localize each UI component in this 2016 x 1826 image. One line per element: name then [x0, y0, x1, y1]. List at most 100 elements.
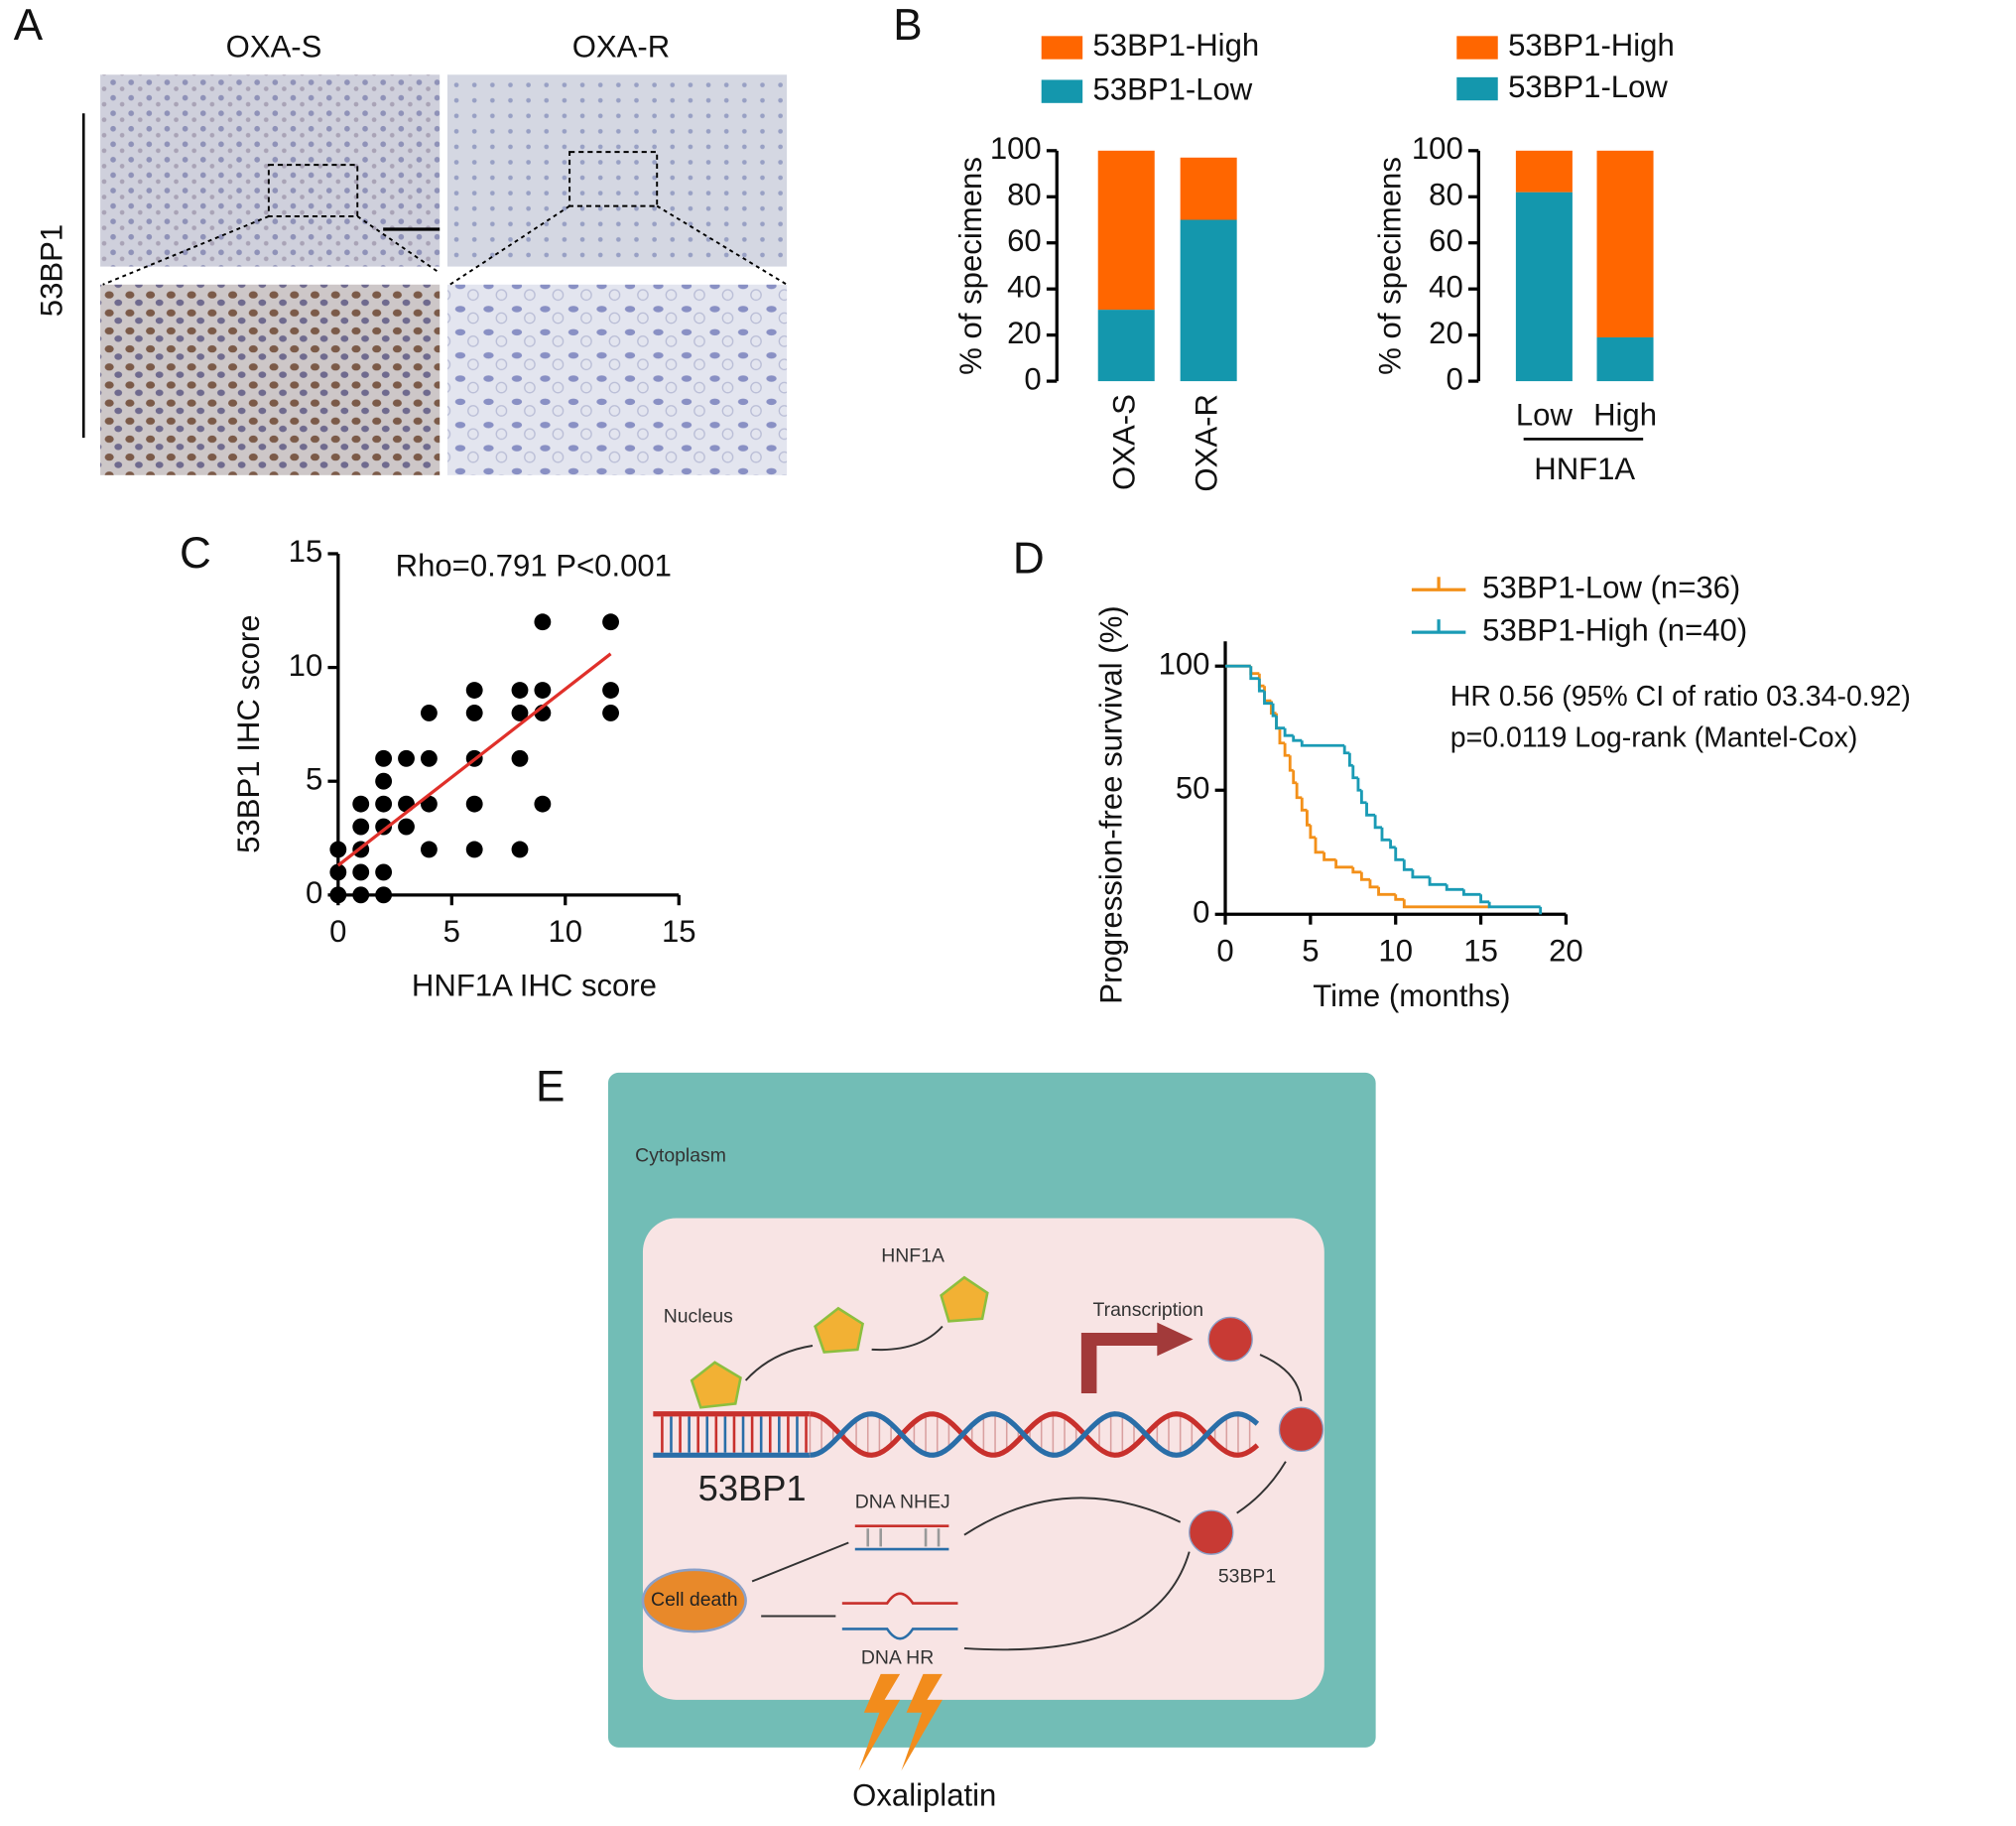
- y-tick-label: 40: [1429, 269, 1463, 304]
- point: [534, 613, 552, 631]
- point: [329, 841, 347, 858]
- point: [420, 841, 438, 858]
- survival-step: [1359, 871, 1370, 881]
- annotation: p=0.0119 Log-rank (Mantel-Cox): [1450, 721, 1858, 753]
- zoom-box: [267, 164, 359, 217]
- dna: [653, 1411, 1260, 1458]
- x-tick-label: OXA-S: [1106, 394, 1141, 490]
- y-tick-label: 0: [306, 875, 322, 910]
- point: [511, 682, 529, 699]
- y-tick-label: 10: [289, 648, 323, 683]
- x-tick-label: 0: [329, 914, 346, 949]
- 53bp1-protein: [1207, 1316, 1253, 1363]
- diagram-label: 53BP1: [1218, 1566, 1276, 1588]
- bar-segment: [1180, 219, 1237, 382]
- survival-step: [1394, 894, 1405, 901]
- survival-step: [1479, 894, 1490, 904]
- y-tick-label: 60: [1429, 223, 1463, 258]
- point: [352, 886, 370, 904]
- hnf1a-protein: [690, 1361, 742, 1409]
- dna-strand: [810, 1411, 1260, 1458]
- survival-step: [1278, 727, 1286, 745]
- y-tick-label: 15: [289, 534, 323, 569]
- drug-label: Oxaliplatin: [852, 1778, 996, 1813]
- point: [420, 705, 438, 721]
- y-tick-label: 0: [1446, 361, 1462, 396]
- survival-step: [1300, 740, 1345, 747]
- bar-segment: [1515, 150, 1573, 193]
- survival-step: [1365, 802, 1376, 817]
- y-tick-label: 20: [1007, 316, 1042, 350]
- x-axis-label: Time (months): [1313, 978, 1510, 1013]
- point: [465, 841, 483, 858]
- bar-segment: [1596, 150, 1654, 337]
- zoom-line: [656, 204, 788, 286]
- diagram-label: Cell death: [651, 1589, 737, 1611]
- zoom-box: [568, 151, 659, 207]
- survival-step: [1257, 678, 1265, 693]
- survival-step: [1263, 691, 1274, 706]
- point: [398, 749, 415, 767]
- survival-step: [1445, 884, 1464, 891]
- bar-segment: [1097, 310, 1155, 382]
- dna-nhej: [854, 1524, 949, 1551]
- survival-step: [1394, 847, 1405, 861]
- y-axis-label: 53BP1 IHC score: [231, 614, 266, 852]
- survival-step: [1334, 859, 1353, 869]
- survival-step: [1288, 755, 1294, 772]
- y-tick-label: 100: [990, 131, 1042, 166]
- point: [352, 863, 370, 881]
- dna-hr: [841, 1592, 958, 1640]
- bar-segment: [1097, 150, 1155, 311]
- x-axis-label: HNF1A IHC score: [412, 968, 657, 1002]
- transcription-arrow: [1080, 1322, 1194, 1394]
- legend-swatch: [1041, 79, 1083, 103]
- x-tick-label: 5: [443, 914, 460, 949]
- diagram-label: DNA NHEJ: [855, 1491, 950, 1512]
- legend-swatch: [1041, 36, 1083, 60]
- row-label: 53BP1: [35, 224, 69, 317]
- survival-step: [1342, 745, 1350, 755]
- legend-label: 53BP1-High (n=40): [1482, 612, 1747, 647]
- legend-label: 53BP1-Low: [1508, 69, 1668, 104]
- panel-label: E: [536, 1062, 565, 1110]
- x-tick-label: 0: [1216, 933, 1233, 968]
- survival-step: [1269, 701, 1277, 716]
- x-tick-label: 10: [1378, 933, 1413, 968]
- x-axis-label: HNF1A: [1534, 452, 1635, 486]
- survival-step: [1368, 879, 1379, 889]
- survival-step: [1428, 876, 1448, 886]
- survival-step: [1314, 837, 1324, 854]
- point: [602, 705, 619, 721]
- y-axis-label: Progression-free survival (%): [1093, 605, 1128, 1003]
- fit-line: [336, 652, 612, 867]
- mechanism-diagram: Cytoplasm Nucleus HNF1A Transcription 53…: [607, 1072, 1376, 1813]
- y-tick-label: 100: [1412, 131, 1463, 166]
- 53bp1-protein: [1189, 1509, 1234, 1555]
- survival-step: [1271, 703, 1277, 717]
- y-tick-label: 80: [1007, 177, 1042, 211]
- point: [329, 863, 347, 881]
- diagram-label: Nucleus: [664, 1306, 733, 1328]
- survival-step: [1377, 886, 1396, 896]
- survival-step: [1323, 851, 1336, 861]
- hnf1a-protein: [940, 1275, 989, 1323]
- survival-step: [1347, 752, 1353, 767]
- arrow: [751, 1541, 849, 1583]
- zoom-line: [356, 215, 441, 274]
- arrow: [871, 1325, 944, 1352]
- column-label: OXA-S: [226, 30, 322, 65]
- survival-step: [1356, 777, 1362, 792]
- ihc-image: [446, 284, 788, 475]
- survival-step: [1461, 889, 1481, 896]
- y-tick-label: 0: [1193, 895, 1209, 930]
- y-tick-label: 80: [1429, 177, 1463, 211]
- inhibition: [963, 1551, 1191, 1651]
- survival-step: [1295, 782, 1303, 800]
- point: [375, 886, 393, 904]
- point: [602, 613, 619, 631]
- survival-step: [1306, 810, 1311, 827]
- hnf1a-protein: [814, 1306, 865, 1354]
- gene-label: 53BP1: [698, 1468, 807, 1508]
